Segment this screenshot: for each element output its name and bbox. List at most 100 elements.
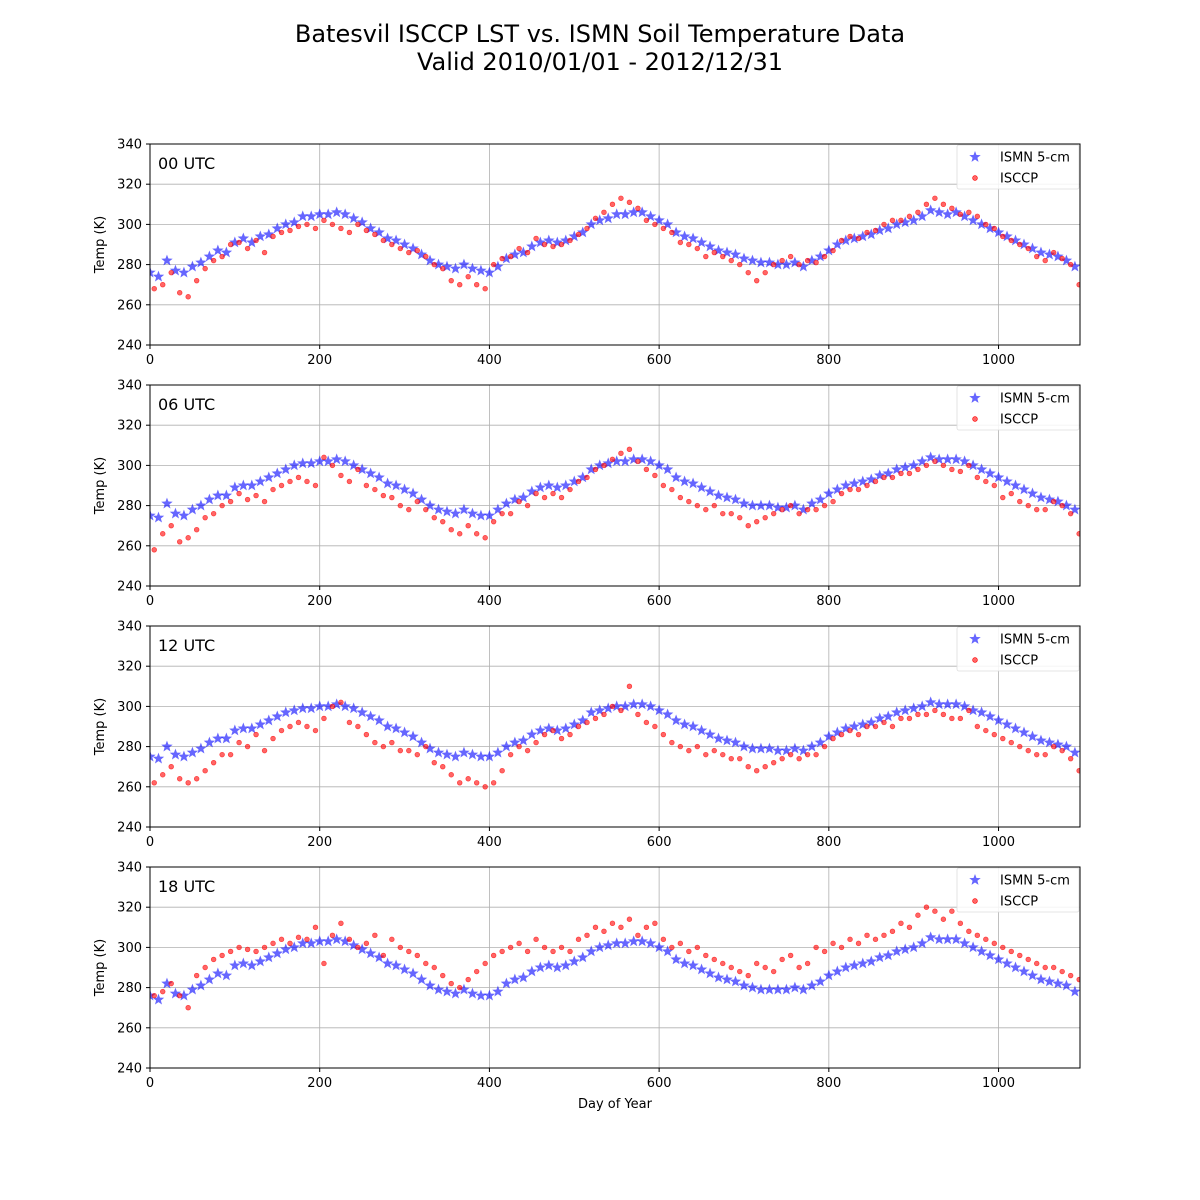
ismn-point — [237, 722, 250, 734]
ismn-point — [314, 700, 326, 712]
ismn-point — [1060, 254, 1073, 266]
ismn-point — [398, 963, 411, 975]
y-tick-label: 260 — [117, 780, 142, 795]
legend-label: ISCCP — [1000, 895, 1038, 910]
ismn-point — [653, 941, 665, 953]
isccp-point — [770, 510, 777, 517]
ismn-point — [721, 246, 733, 258]
ismn-point — [441, 505, 453, 517]
isccp-point — [440, 972, 446, 979]
ismn-point — [475, 989, 487, 1001]
isccp-point — [389, 494, 395, 501]
isccp-point — [660, 482, 667, 489]
ismn-point — [415, 248, 428, 260]
ismn-point — [195, 256, 207, 268]
isccp-point — [312, 225, 319, 232]
isccp-point — [1025, 956, 1031, 963]
isccp-point — [219, 253, 225, 260]
isccp-point — [957, 715, 964, 722]
legend-star-marker — [969, 633, 981, 644]
isccp-point — [261, 249, 268, 256]
legend-label: ISMN 5-cm — [1000, 874, 1070, 889]
ismn-point — [356, 943, 368, 955]
legend-label: ISMN 5-cm — [1000, 633, 1070, 648]
x-tick-label: 1000 — [982, 1076, 1015, 1091]
isccp-point — [346, 229, 353, 236]
isccp-point — [770, 968, 777, 975]
isccp-point — [864, 932, 870, 939]
ismn-point — [729, 736, 742, 748]
ismn-point — [339, 455, 351, 467]
chart-panel-2: 0 200 400 600 800 1000 240 260 280 300 320 340 Temp … — [93, 620, 1081, 850]
ismn-point — [916, 700, 928, 712]
ismn-point — [721, 973, 733, 985]
isccp-point — [448, 980, 454, 987]
ismn-point — [763, 983, 776, 995]
isccp-point — [915, 912, 921, 918]
isccp-point — [168, 980, 174, 987]
isccp-point — [457, 531, 463, 537]
legend-box — [956, 626, 1080, 672]
isccp-point — [804, 257, 811, 264]
isccp-point — [720, 510, 726, 517]
ismn-point — [178, 509, 190, 521]
ismn-point — [1060, 740, 1073, 752]
ismn-point — [602, 939, 614, 951]
ismn-point — [543, 234, 555, 246]
isccp-point — [618, 450, 624, 457]
ismn-point — [738, 252, 750, 264]
ismn-point — [246, 722, 258, 734]
isccp-point — [516, 245, 522, 252]
isccp-point — [372, 486, 378, 493]
isccp-point — [584, 225, 590, 232]
isccp-point — [1076, 282, 1080, 288]
isccp-point — [745, 522, 751, 529]
ismn-point — [526, 965, 538, 977]
ismn-point — [1018, 965, 1030, 977]
isccp-point — [1025, 747, 1031, 754]
isccp-point — [202, 514, 208, 521]
legend-label: ISCCP — [1000, 654, 1038, 669]
chart-panel-3: 0 200 400 600 800 1000 240 260 280 300 320 340 Temp … — [93, 861, 1081, 1112]
isccp-point — [881, 932, 887, 939]
ismn-point — [237, 479, 250, 491]
ismn-point — [721, 734, 733, 746]
ismn-point — [288, 941, 300, 953]
ismn-point — [695, 481, 708, 493]
isccp-point — [779, 956, 785, 963]
isccp-point — [762, 964, 768, 971]
chart-panel-1: 0 200 400 600 800 1000 240 260 280 300 320 340 Temp … — [93, 379, 1081, 609]
isccp-point — [787, 253, 794, 260]
isccp-point — [355, 221, 361, 228]
ismn-point — [373, 714, 385, 726]
ismn-point — [254, 955, 267, 967]
isccp-point — [957, 920, 964, 926]
isccp-point — [575, 478, 582, 485]
isccp-point — [423, 960, 429, 967]
ismn-point — [356, 706, 368, 718]
ismn-point — [534, 236, 547, 248]
ismn-point — [195, 499, 207, 511]
ismn-point — [424, 742, 436, 754]
isccp-point — [830, 735, 836, 742]
isccp-point — [321, 960, 327, 967]
isccp-point — [253, 237, 259, 244]
ismn-point — [407, 242, 419, 254]
ismn-point — [475, 509, 487, 521]
ismn-point — [857, 230, 869, 242]
ismn-point — [865, 955, 877, 967]
isccp-point — [575, 723, 582, 730]
ismn-point — [797, 983, 810, 995]
ismn-point — [1069, 503, 1080, 515]
ismn-point — [610, 455, 623, 467]
ismn-point — [704, 240, 716, 252]
ismn-point — [729, 493, 742, 505]
ismn-point — [1052, 977, 1064, 989]
isccp-point — [227, 948, 234, 955]
ismn-point — [305, 210, 317, 222]
isccp-point — [185, 535, 191, 541]
axes-frame — [149, 625, 1081, 828]
isccp-point — [779, 257, 785, 264]
ismn-point — [627, 206, 640, 218]
isccp-point — [1076, 531, 1080, 537]
